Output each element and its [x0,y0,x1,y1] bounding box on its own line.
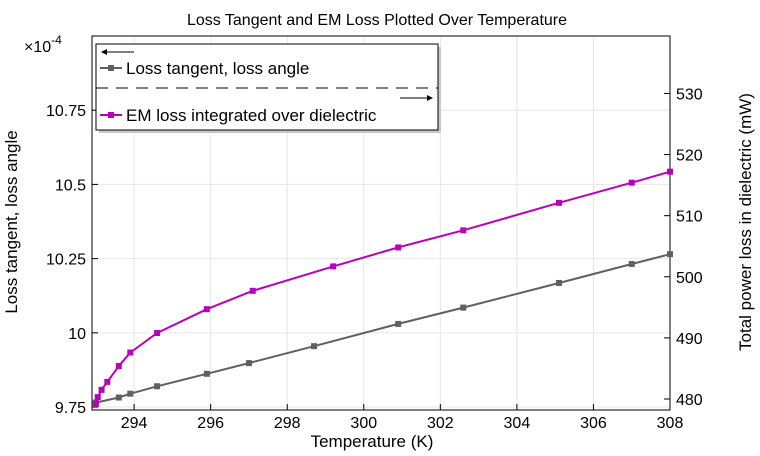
data-point-0 [311,343,318,350]
data-point-1 [98,386,105,393]
legend-entry-loss-tangent: Loss tangent, loss angle [100,59,309,78]
legend-label-em-loss: EM loss integrated over dielectric [126,106,377,125]
data-point-1 [395,244,402,251]
right-tick-label: 510 [676,209,703,226]
right-y-axis-label: Total power loss in dielectric (mW) [736,93,755,351]
data-point-1 [249,287,256,294]
data-point-1 [203,306,210,313]
multiplier-exponent: -4 [51,33,62,47]
legend-right-axis-arrow [400,95,433,101]
legend-label-loss-tangent: Loss tangent, loss angle [126,59,309,78]
legend-left-axis-arrow [101,49,134,55]
data-point-0 [154,383,161,390]
data-point-0 [115,394,122,401]
right-tick-label: 490 [676,331,703,348]
data-point-1 [94,394,101,401]
right-y-axis: 480 490 500 510 520 530 [664,86,703,409]
right-tick-label: 480 [676,392,703,409]
left-tick-label: 10.5 [55,177,86,194]
data-point-1 [115,363,122,369]
data-point-0 [395,320,402,327]
x-tick-label: 294 [121,415,148,432]
plot-frame [91,35,671,411]
x-tick-label: 306 [580,415,607,432]
series-line-1 [94,170,671,405]
chart-title: Loss Tangent and EM Loss Plotted Over Te… [187,12,567,29]
x-tick-label: 304 [504,415,531,432]
right-tick-label: 520 [676,148,703,165]
x-tick-label: 302 [427,415,454,432]
legend: Loss tangent, loss angle EM loss integra… [95,43,441,133]
series-layer [92,168,673,407]
data-point-0 [460,304,467,311]
data-point-1 [460,227,467,234]
x-tick-label: 300 [350,415,377,432]
left-tick-label: 9.75 [55,400,86,417]
left-y-axis-label: Loss tangent, loss angle [2,130,21,313]
legend-box [95,43,439,131]
data-point-0 [628,260,635,267]
legend-entry-em-loss: EM loss integrated over dielectric [100,106,377,125]
right-tick-label: 530 [676,86,703,103]
left-tick-label: 10.75 [46,103,86,120]
data-point-0 [245,360,252,367]
x-tick-label: 298 [274,415,301,432]
series-line-0 [95,253,671,404]
data-point-1 [555,199,562,206]
data-point-1 [667,168,673,175]
data-point-1 [127,349,134,356]
data-point-1 [330,263,337,270]
x-tick-label: 308 [657,415,684,432]
left-tick-label: 10.25 [46,252,86,269]
x-axis-label: Temperature (K) [311,432,434,451]
data-point-0 [555,279,562,286]
x-tick-label: 296 [197,415,224,432]
data-point-1 [154,330,161,336]
right-tick-label: 500 [676,270,703,287]
data-point-0 [127,390,134,397]
data-point-0 [667,251,673,258]
x-axis: 294 296 298 300 302 304 306 308 [121,404,684,432]
multiplier-base: ×10 [24,39,51,56]
data-point-0 [203,370,210,377]
data-point-1 [104,378,111,385]
left-y-axis: 9.75 10 10.25 10.5 10.75 [46,103,98,417]
left-tick-label: 10 [68,326,86,343]
data-point-1 [92,400,99,407]
left-axis-multiplier: ×10-4 [24,33,62,56]
data-point-1 [628,179,635,186]
